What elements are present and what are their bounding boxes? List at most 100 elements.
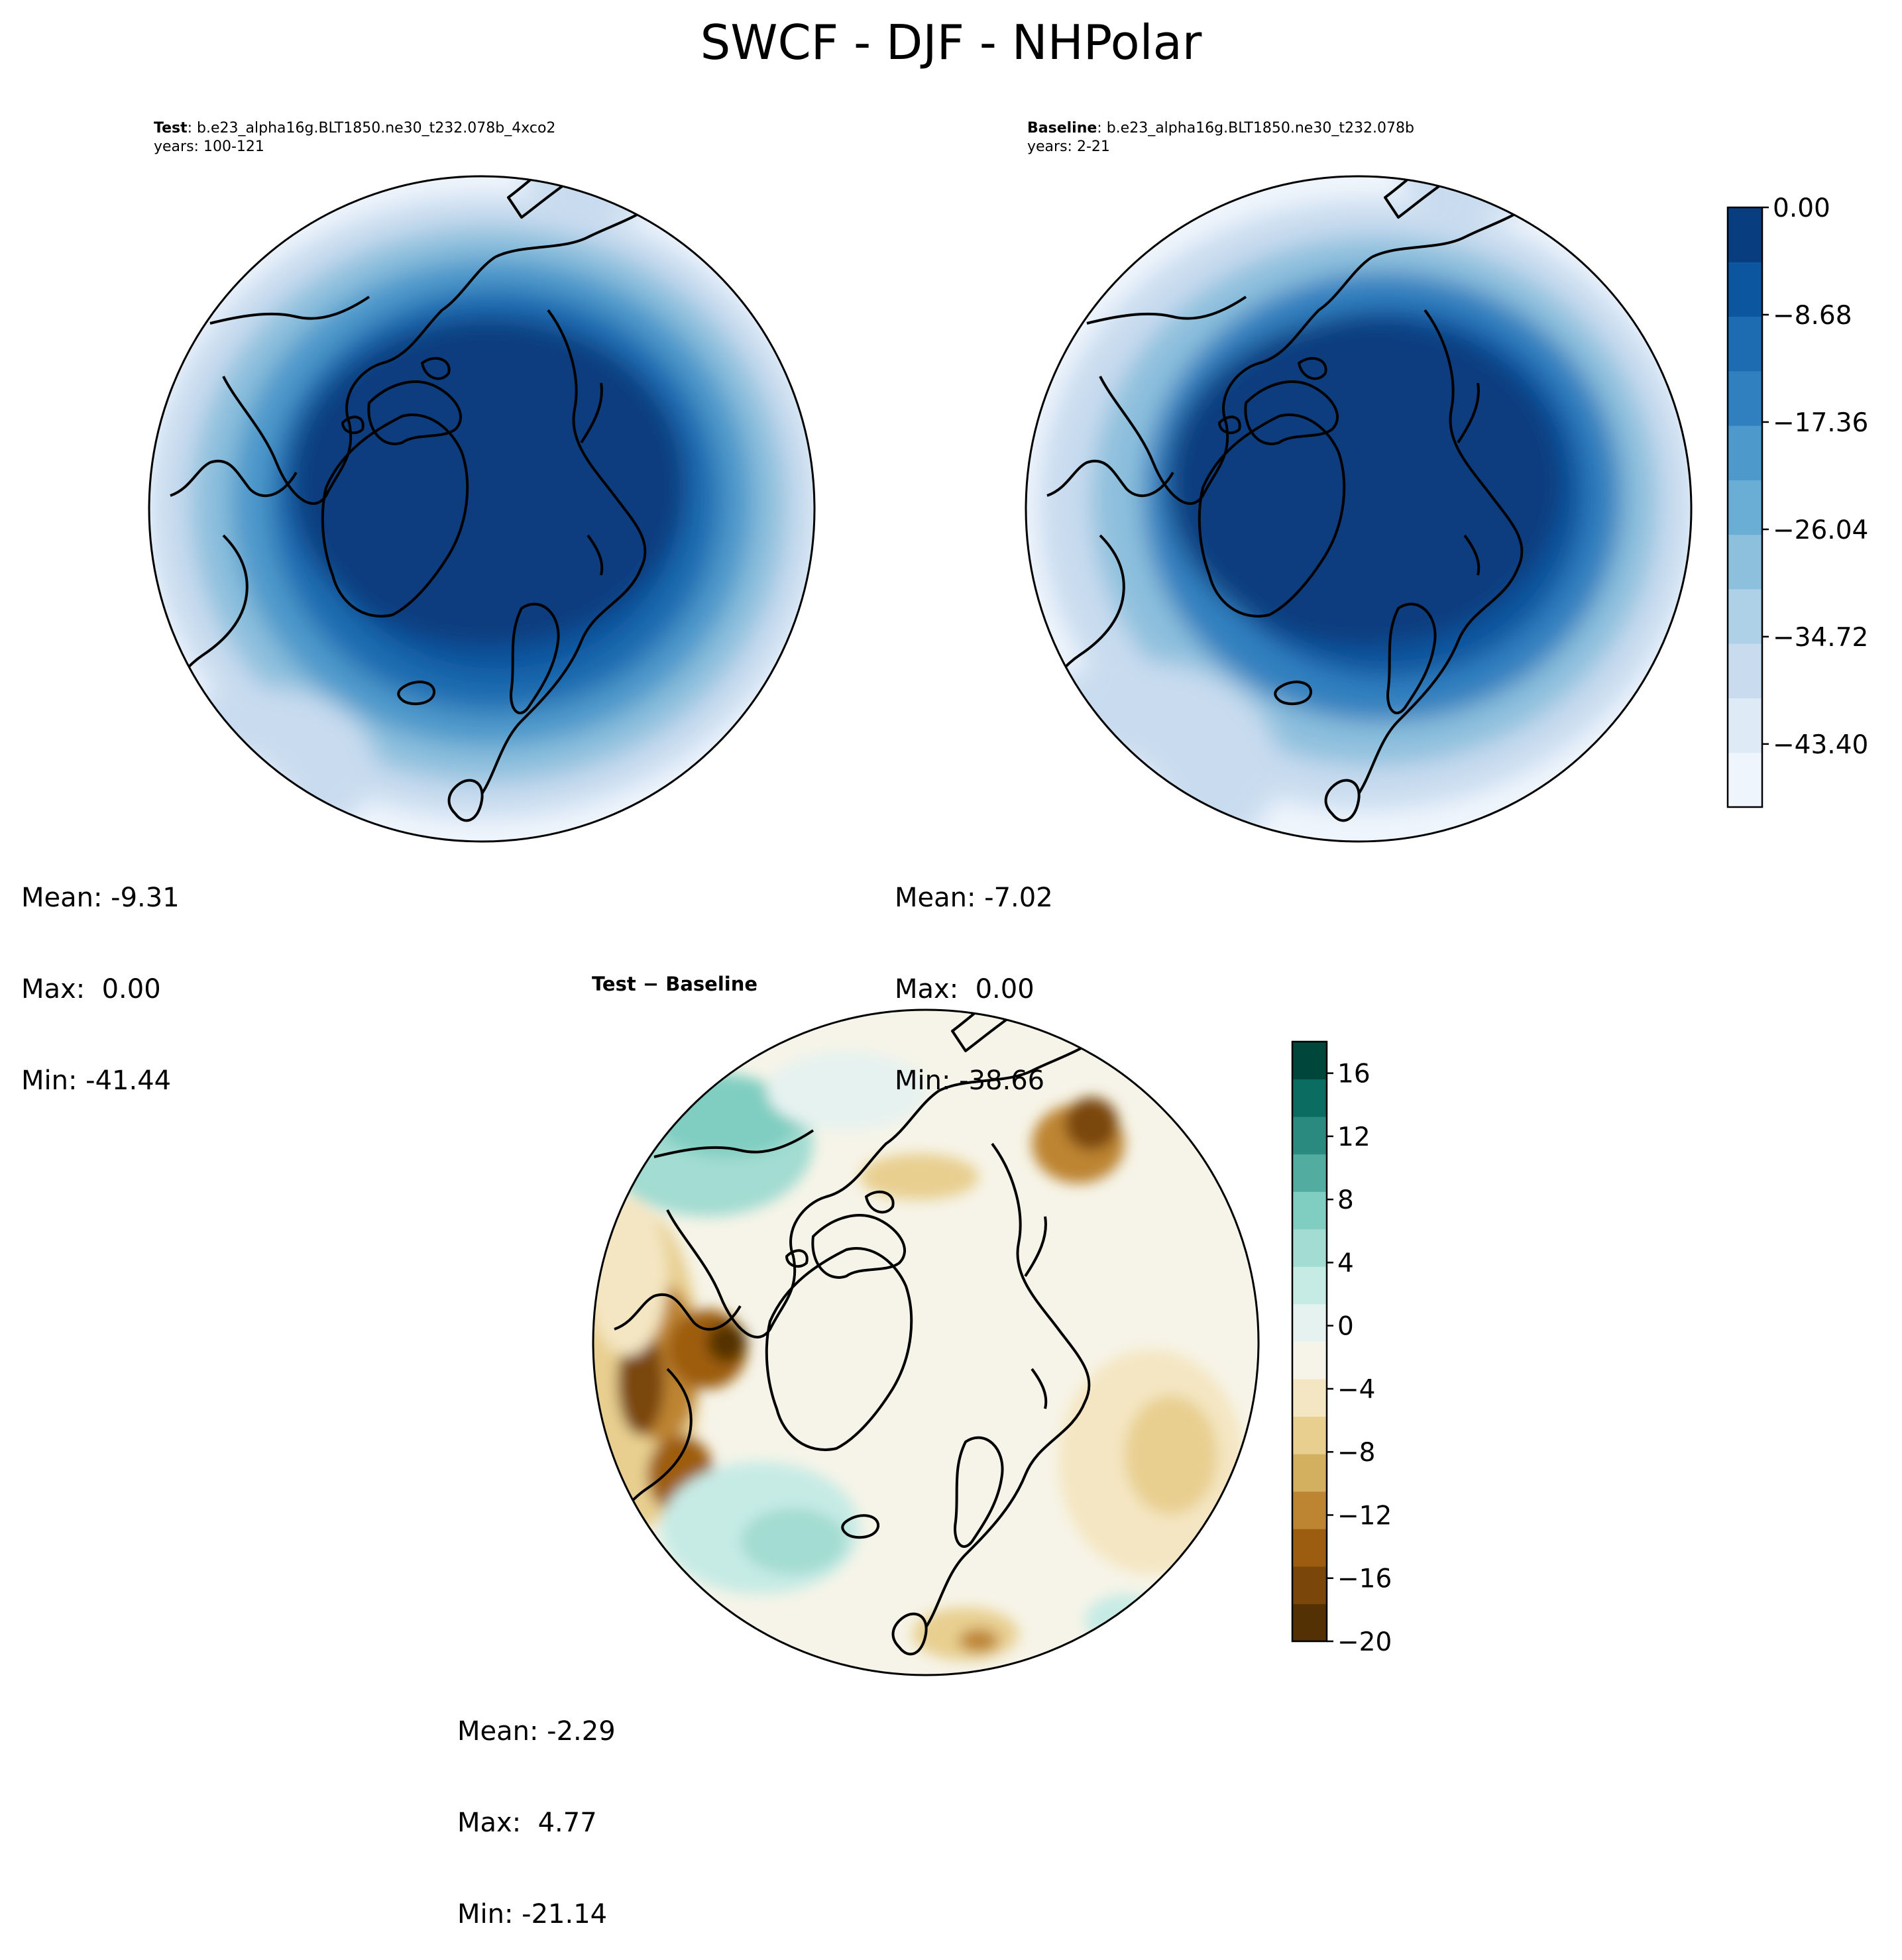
coastline-kamchatka [951,1010,1038,1052]
coastline-archipelago [785,1190,907,1279]
main-colorbar-tick-label-1: −8.68 [1773,301,1852,331]
main-colorbar-swatch-9 [1728,262,1762,317]
diff-max: Max: 4.77 [457,1808,597,1838]
coastline-archipelago [1218,356,1339,445]
diff-mean: Mean: -2.29 [457,1716,616,1747]
field-bands [149,176,814,842]
diff-min: Min: -21.14 [457,1899,608,1930]
baseline-max: Max: 0.00 [895,974,1035,1005]
coastline-northAmerica [666,1089,940,1338]
field-core [290,317,687,648]
baseline-min: Min: -38.66 [895,1065,1045,1096]
main-colorbar-swatch-8 [1728,316,1762,372]
diff-colorbar-tick-label-1: 12 [1337,1122,1371,1152]
test-stats: Mean: -9.31 Max: 0.00 Min: -41.44 [21,822,180,1126]
baseline-stats: Mean: -7.02 Max: 0.00 Min: -38.66 [895,822,1053,1126]
diff-colorbar-tick-label-0: 16 [1337,1060,1371,1089]
baseline-label-rest: : b.e23_alpha16g.BLT1850.ne30_t232.078b [1097,120,1414,136]
diff-colorbar-tick-label-2: 8 [1337,1185,1354,1215]
main-colorbar-tick-label-5: −43.40 [1773,730,1868,760]
main-colorbar-swatch-5 [1728,480,1762,535]
main-colorbar-swatch-3 [1728,588,1762,644]
diff-map-fill [593,1010,1259,1675]
diff-colorbar-swatch-2 [1292,1529,1327,1567]
coastline-iceland [397,681,435,706]
diff-colorbar-swatch-6 [1292,1379,1327,1417]
main-colorbar-swatch-7 [1728,370,1762,426]
main-colorbar-swatch-0 [1728,752,1762,808]
diff-colorbar-swatch-14 [1292,1079,1327,1117]
coastline-britain [447,779,484,822]
coastline-northAmerica [222,256,496,505]
field-bands [1026,176,1691,842]
coastline-alaskaChukotka [1086,296,1247,325]
coastline-novayaZemlya [1457,382,1481,576]
field-pacific-light [522,176,681,217]
coastline-hudson [170,459,298,498]
diff-map-boundary [592,1008,1260,1676]
test-map-boundary [148,175,816,843]
diff-colorbar-swatch-12 [1292,1154,1327,1192]
diff-colorbar-tick-label-8: −16 [1337,1564,1392,1594]
diff-colorbar-swatch-8 [1292,1303,1327,1342]
coastline-britain [891,1612,928,1656]
diff-colorbar-tick-label-6: −8 [1337,1438,1376,1468]
main-colorbar-swatch-1 [1728,698,1762,753]
main-colorbar-tick-label-4: −34.72 [1773,623,1868,653]
diff-colorbar-tick-label-4: 0 [1337,1312,1354,1342]
test-label-bold: Test [154,120,188,136]
figure-canvas: 0.00 −8.68 −17.36 −26.04 −34.72 −43.40 16 12 8 4… [148,175,1868,1676]
diff-patch-10 [707,1323,747,1362]
coastline-alaskaChukotka [209,296,370,325]
diff-patch-2 [767,1051,926,1130]
diff-colorbar-swatch-0 [1292,1604,1327,1642]
coastline-northAmerica [1099,256,1373,505]
coastline-scandinavia [1386,602,1437,714]
main-colorbar-swatch-6 [1728,425,1762,480]
coastline-hudson [614,1293,742,1331]
diff-patch-13 [1125,1395,1217,1515]
coastline-scandinavia [954,1436,1004,1548]
diff-patches [593,1051,1244,1661]
test-label-rest: : b.e23_alpha16g.BLT1850.ne30_t232.078b_… [187,120,556,136]
coastline-kamchatka [1384,176,1471,219]
diff-patch-17 [959,1629,999,1653]
coastline-greenland [765,1247,913,1451]
baseline-map-boundary [1025,175,1693,843]
coastline-novayaZemlya [580,382,604,576]
diff-colorbar-swatch-9 [1292,1266,1327,1305]
main-colorbar-swatch-10 [1728,207,1762,262]
diff-colorbar-tick-label-7: −12 [1337,1501,1392,1531]
diff-colorbar-tick-label-3: 4 [1337,1248,1354,1278]
diff-colorbar-tick-label-5: −4 [1337,1375,1376,1405]
baseline-label-bold: Baseline [1027,120,1097,136]
diff-colorbar: 16 12 8 4 0 −4 −8 −12 −16 −20 [1291,1040,1392,1657]
coastline-iceland [841,1514,879,1539]
main-colorbar-tick-label-0: 0.00 [1773,193,1830,223]
test-polar-map [148,175,816,843]
main-colorbar-outline [1726,206,1763,808]
baseline-map-fill [1026,176,1691,842]
test-panel-label: Test: b.e23_alpha16g.BLT1850.ne30_t232.0… [154,119,555,156]
coastline-novayaZemlya [1024,1216,1048,1409]
diff-colorbar-swatch-13 [1292,1116,1327,1155]
diff-stats: Mean: -2.29 Max: 4.77 Min: -21.14 [457,1655,616,1960]
field-atlantic-light [150,688,376,842]
coastline-archipelago [341,356,463,445]
test-mean: Mean: -9.31 [21,883,180,913]
main-colorbar-swatch-2 [1728,643,1762,698]
diff-colorbar-swatch-3 [1292,1491,1327,1529]
diff-colorbar-swatch-7 [1292,1341,1327,1380]
test-max: Max: 0.00 [21,974,161,1005]
diff-patch-18 [1085,1594,1164,1647]
diff-patch-8 [618,1329,664,1435]
field-pacific-light [1398,176,1557,217]
coastline-greenland [1198,413,1346,618]
test-map-fill [149,176,814,842]
diff-colorbar-swatch-1 [1292,1566,1327,1604]
coastline-greenland [321,413,469,618]
diff-colorbar-tick-label-9: −20 [1337,1627,1392,1657]
test-years: years: 100-121 [154,138,264,155]
main-colorbar-tick-label-2: −17.36 [1773,408,1868,438]
coastline-britain [1324,779,1361,822]
